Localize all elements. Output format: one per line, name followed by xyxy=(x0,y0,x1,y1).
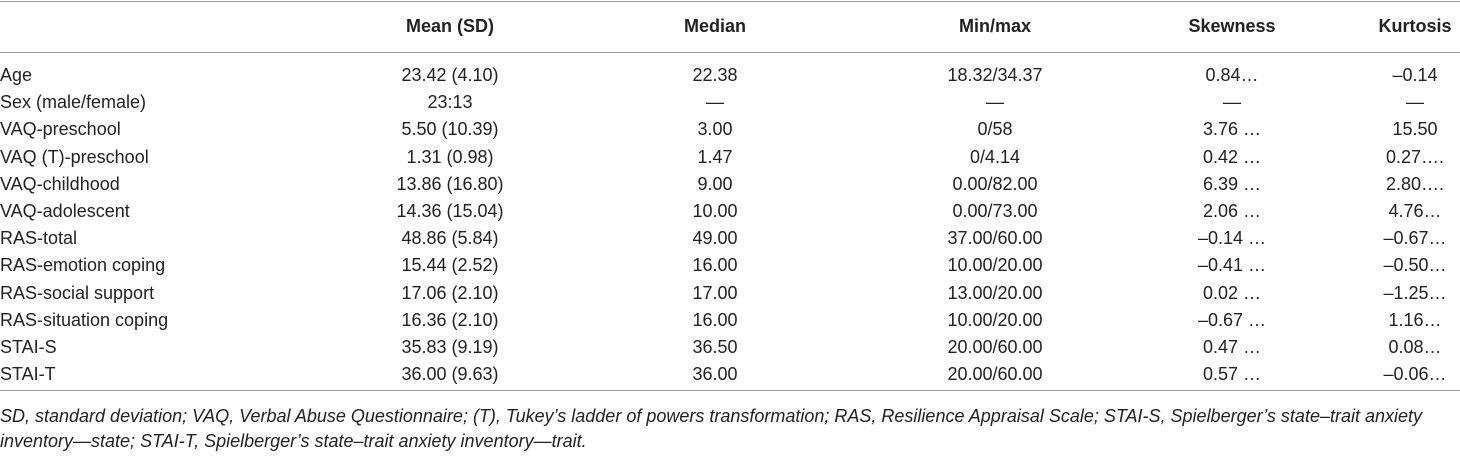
table-cell: 13.00/20.00 xyxy=(947,282,1043,303)
table-cell: 17.06 (2.10) xyxy=(401,282,499,303)
table-cell: — xyxy=(986,92,1004,113)
table-cell: 13.86 (16.80) xyxy=(396,173,504,194)
table-cell: 6.39 … xyxy=(1202,173,1262,194)
table-cell: –0.67 … xyxy=(1197,309,1267,330)
column-header: Kurtosis xyxy=(1378,16,1452,36)
row-label: STAI-T xyxy=(0,364,56,385)
table-cell: 16.00 xyxy=(692,255,738,276)
table-cell: 0.47 … xyxy=(1202,337,1262,357)
table-cell: 5.50 (10.39) xyxy=(401,119,499,140)
table-cell: 4.76… xyxy=(1388,201,1442,221)
table-cell: 18.32/34.37 xyxy=(947,65,1043,85)
table-cell: –0.14 xyxy=(1392,65,1438,85)
table-cell: 37.00/60.00 xyxy=(947,228,1043,249)
table-cell: 23.42 (4.10) xyxy=(401,65,499,85)
table-cell: –0.14 … xyxy=(1197,228,1267,249)
table-cell: 36.50 xyxy=(692,337,738,357)
table-cell: 15.44 (2.52) xyxy=(401,255,499,276)
table-cell: 0.08… xyxy=(1388,337,1442,357)
table-cell: 2.80…. xyxy=(1385,173,1445,194)
table-cell: –1.25… xyxy=(1383,282,1447,303)
table-cell: — xyxy=(1223,92,1241,113)
table-cell: — xyxy=(1406,92,1424,113)
table-cell: 10.00/20.00 xyxy=(947,255,1043,276)
table-cell: 36.00 xyxy=(692,364,738,385)
table-cell: 15.50 xyxy=(1392,119,1438,140)
table-cell: 48.86 (5.84) xyxy=(401,228,499,249)
row-label: STAI-S xyxy=(0,337,57,357)
table-cell: 36.00 (9.63) xyxy=(401,364,499,385)
table-cell: 0.02 … xyxy=(1202,282,1262,303)
table-cell: 0.00/82.00 xyxy=(952,173,1038,194)
column-header: Skewness xyxy=(1188,16,1276,36)
table-cell: 3.00 xyxy=(697,119,733,140)
bottom-rule xyxy=(0,390,1460,391)
column-header: Min/max xyxy=(958,16,1032,36)
table-cell: 22.38 xyxy=(692,65,738,85)
top-rule xyxy=(0,1,1460,2)
table-cell: 10.00/20.00 xyxy=(947,309,1043,330)
table-cell: 0.84… xyxy=(1205,65,1259,85)
table-cell: 17.00 xyxy=(692,282,738,303)
table-cell: 49.00 xyxy=(692,228,738,249)
footnote: SD, standard deviation; VAQ, Verbal Abus… xyxy=(0,406,1423,451)
table-cell: 0.27…. xyxy=(1385,146,1445,167)
table-cell: 16.36 (2.10) xyxy=(401,309,499,330)
table-cell: 0/4.14 xyxy=(969,146,1021,167)
row-label: VAQ (T)-preschool xyxy=(0,146,149,167)
table-cell: 10.00 xyxy=(692,201,738,221)
table-cell: 1.47 xyxy=(697,146,733,167)
table-cell: 1.31 (0.98) xyxy=(406,146,494,167)
row-label: Age xyxy=(0,65,33,85)
table-cell: 2.06 … xyxy=(1202,201,1262,221)
header-rule xyxy=(0,52,1460,53)
row-label: Sex (male/female) xyxy=(0,92,147,113)
row-label: RAS-social support xyxy=(0,282,155,303)
table-cell: 1.16… xyxy=(1388,309,1442,330)
row-label: VAQ-preschool xyxy=(0,119,121,140)
table-cell: –0.67… xyxy=(1383,228,1447,249)
table-cell: 0.00/73.00 xyxy=(952,201,1038,221)
table-cell: –0.06… xyxy=(1383,364,1447,385)
row-label: VAQ-adolescent xyxy=(0,201,130,221)
column-header: Median xyxy=(683,16,747,36)
table-cell: 20.00/60.00 xyxy=(947,364,1043,385)
row-label: VAQ-childhood xyxy=(0,173,120,194)
table-cell: 23:13 xyxy=(427,92,473,113)
table-cell: 14.36 (15.04) xyxy=(396,201,504,221)
table-cell: 20.00/60.00 xyxy=(947,337,1043,357)
table-cell: 16.00 xyxy=(692,309,738,330)
row-label: RAS-total xyxy=(0,228,78,249)
table-cell: — xyxy=(706,92,724,113)
table-cell: 0.42 … xyxy=(1202,146,1262,167)
row-label: RAS-emotion coping xyxy=(0,255,166,276)
row-label: RAS-situation coping xyxy=(0,309,169,330)
table-cell: –0.50… xyxy=(1383,255,1447,276)
table-cell: 0.57 … xyxy=(1202,364,1262,385)
table-cell: 0/58 xyxy=(977,119,1013,140)
table-cell: 35.83 (9.19) xyxy=(401,337,499,357)
column-header: Mean (SD) xyxy=(405,16,495,36)
table-cell: 3.76 … xyxy=(1202,119,1262,140)
table-cell: 9.00 xyxy=(697,173,733,194)
table-cell: –0.41 … xyxy=(1197,255,1267,276)
